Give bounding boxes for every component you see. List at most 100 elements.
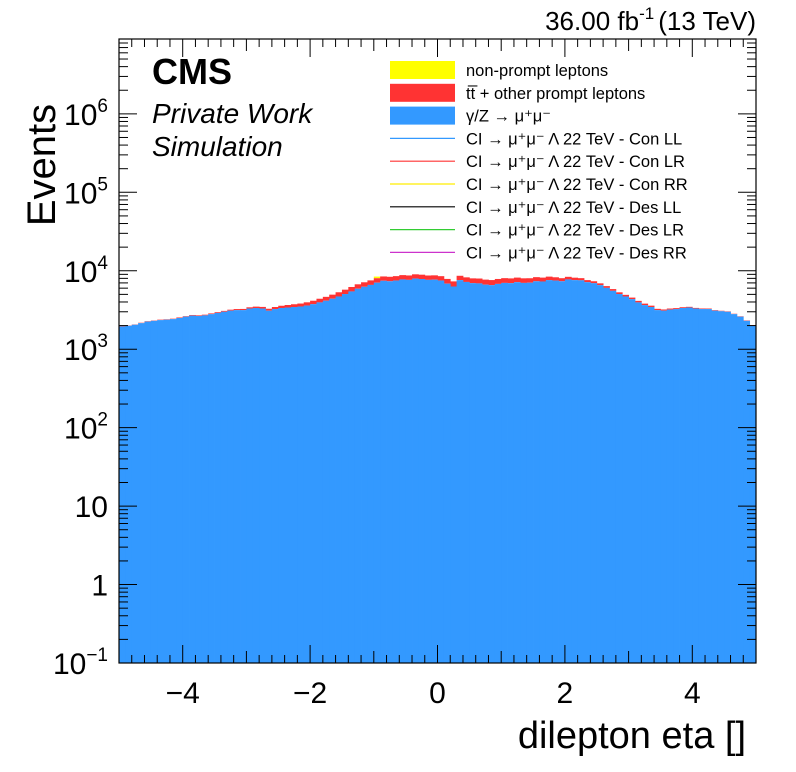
legend-label: CI → μ⁺μ⁻ Λ 22 TeV - Con LL [466, 130, 682, 148]
y-tick-label: 102 [64, 410, 108, 446]
bar [571, 280, 579, 663]
bar [252, 308, 260, 663]
bar [214, 312, 222, 663]
bar [628, 297, 636, 300]
y-tick-label: 103 [64, 331, 108, 367]
bar [176, 317, 184, 318]
legend-label: γ/Z → μ⁺μ⁻ [466, 108, 551, 126]
bar [609, 289, 617, 291]
bar [507, 283, 515, 663]
bar [341, 289, 349, 295]
bar [361, 282, 368, 287]
legend-item: CI → μ⁺μ⁻ Λ 22 TeV - Con RR [390, 176, 688, 194]
bar [685, 307, 693, 663]
bar [666, 309, 674, 663]
bar [265, 310, 273, 663]
lumi-label: 36.00 fb-1 (13 TeV) [545, 4, 756, 36]
legend-item: CI → μ⁺μ⁻ Λ 22 TeV - Des LR [390, 222, 684, 240]
legend: non-prompt leptons tt̅ + other prompt lep… [390, 61, 688, 262]
bar [138, 323, 145, 663]
bar [437, 276, 445, 281]
bar [424, 279, 432, 663]
bar [736, 316, 744, 663]
bar [654, 308, 661, 311]
bar [679, 307, 687, 309]
bar [634, 302, 642, 663]
bar [711, 310, 719, 663]
bar [361, 286, 368, 663]
y-tick-label: 104 [64, 253, 108, 289]
legend-item: tt̅ + other prompt leptons [390, 83, 645, 103]
bar [367, 280, 375, 285]
series-1 [119, 274, 757, 327]
energy-label: (13 TeV) [658, 6, 756, 36]
legend-item: CI → μ⁺μ⁻ Λ 22 TeV - Des LL [390, 199, 681, 217]
bar [692, 308, 700, 663]
bar [284, 305, 292, 308]
cms-title: CMS [152, 51, 232, 92]
bar [692, 307, 700, 309]
bar [189, 315, 196, 663]
bar [577, 280, 585, 663]
legend-label: CI → μ⁺μ⁻ Λ 22 TeV - Des RR [466, 244, 687, 262]
bar [373, 278, 381, 283]
bar [603, 286, 610, 288]
bar [622, 294, 629, 297]
bar [144, 321, 152, 663]
bar [615, 292, 623, 295]
bar [577, 278, 585, 281]
bar [552, 280, 559, 663]
legend-label: CI → μ⁺μ⁻ Λ 22 TeV - Des LR [466, 222, 684, 240]
bar [386, 276, 394, 282]
bar [201, 314, 209, 316]
bar [278, 308, 286, 663]
bar [399, 279, 407, 663]
legend-item: CI → μ⁺μ⁻ Λ 22 TeV - Des RR [390, 244, 687, 262]
bar [431, 275, 438, 280]
legend-label: tt̅ + other prompt leptons [466, 85, 645, 103]
bar [615, 294, 623, 663]
series-0 [119, 278, 757, 663]
bar [717, 311, 725, 663]
bar [596, 283, 604, 286]
bar [571, 277, 579, 281]
bar [660, 309, 668, 311]
histogram-bars [119, 274, 757, 663]
bar [354, 284, 362, 289]
bar [348, 291, 356, 663]
lumi-value: 36.00 fb [545, 6, 639, 36]
bar [711, 310, 719, 311]
bar [348, 286, 356, 292]
cms-simulation: Simulation [152, 131, 283, 162]
cms-private-work: Private Work [152, 98, 314, 129]
bar [220, 311, 228, 663]
bar [125, 325, 133, 663]
bar [290, 307, 298, 663]
bar [564, 279, 572, 663]
legend-swatch [390, 106, 455, 125]
bar [259, 306, 266, 309]
bar [310, 300, 317, 305]
bar [303, 305, 311, 663]
bar [252, 306, 260, 309]
bar [533, 277, 540, 282]
bar [227, 310, 235, 663]
y-tick-label: 1 [91, 570, 108, 603]
bar [290, 304, 298, 308]
bar [539, 277, 547, 282]
bar [456, 280, 464, 663]
legend-label: CI → μ⁺μ⁻ Λ 22 TeV - Des LL [466, 199, 681, 217]
axis-ticks [118, 38, 757, 664]
bar [462, 277, 470, 282]
bar [603, 287, 610, 663]
bar [322, 300, 330, 663]
bar [647, 307, 655, 663]
bar [660, 310, 668, 663]
bar [584, 280, 591, 283]
bar [131, 324, 139, 663]
bar [297, 306, 305, 663]
bar [208, 313, 215, 315]
bar [329, 294, 336, 299]
legend-item: non-prompt leptons [390, 61, 608, 80]
